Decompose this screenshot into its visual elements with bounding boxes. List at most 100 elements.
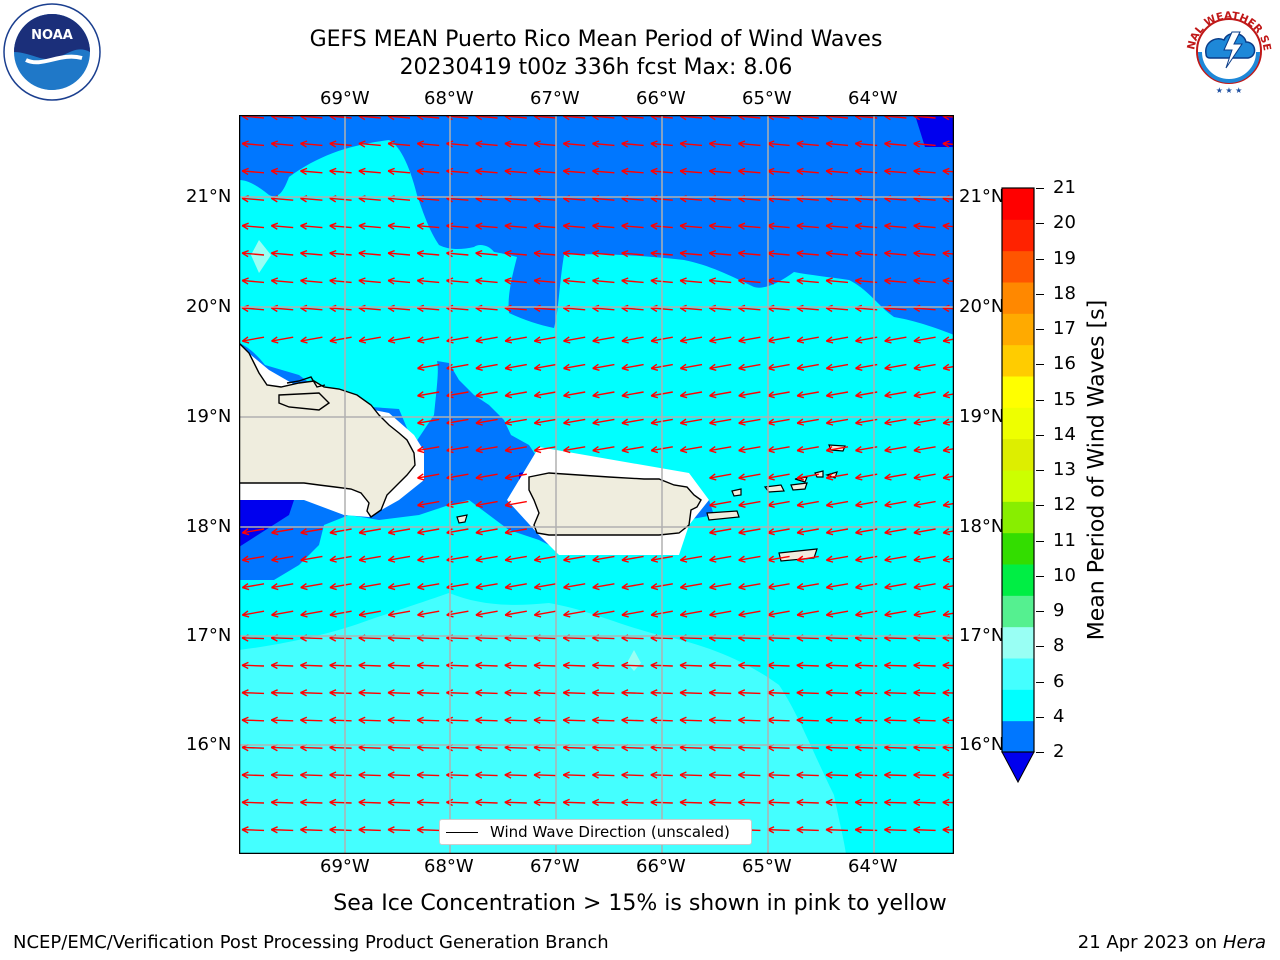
wave-arrow-head: [884, 689, 892, 697]
wave-arrow-head: [913, 716, 921, 724]
wave-arrow-head: [913, 277, 921, 285]
colorbar-tick-mark: [1036, 505, 1044, 507]
wave-arrow: [767, 555, 790, 561]
wave-arrow: [680, 555, 703, 561]
map-panel: [238, 112, 965, 855]
wave-arrow-head: [417, 363, 425, 371]
colorbar-segment: [1002, 689, 1034, 722]
wave-arrow-head: [270, 771, 278, 779]
wave-arrow: [534, 391, 557, 397]
wave-arrow: [505, 583, 527, 589]
wave-arrow: [271, 691, 294, 695]
wave-arrow: [767, 391, 790, 397]
wave-arrow: [913, 637, 936, 640]
wave-arrow-head: [475, 689, 483, 697]
field-6-8s: [239, 593, 846, 854]
wave-arrow-head: [417, 336, 425, 344]
wave-arrow: [388, 115, 411, 119]
wave-arrow-head: [942, 473, 951, 481]
wave-arrow-head: [855, 363, 863, 371]
map-legend: Wind Wave Direction (unscaled): [439, 819, 752, 845]
wave-arrow-head: [913, 418, 921, 426]
wave-arrow-head: [563, 445, 571, 454]
wave-arrow: [563, 170, 586, 174]
wave-arrow: [358, 279, 381, 284]
wave-arrow: [300, 197, 323, 201]
wave-arrow: [300, 555, 323, 561]
wave-arrow: [592, 252, 615, 256]
wave-arrow: [738, 528, 761, 534]
wave-arrow: [300, 336, 323, 342]
colorbar-segment: [1002, 501, 1034, 534]
wave-arrow-head: [650, 716, 658, 724]
wave-arrow: [300, 664, 323, 667]
wave-arrow: [417, 446, 440, 452]
wave-arrow: [417, 828, 440, 832]
wave-arrow-head: [913, 826, 921, 834]
wave-arrow: [738, 555, 761, 561]
wave-arrow-head: [650, 336, 659, 344]
wave-arrow-head: [942, 249, 950, 258]
wave-arrow-head: [562, 689, 570, 697]
wave-arrow-head: [592, 689, 600, 697]
wave-arrow-head: [913, 771, 921, 779]
wave-arrow: [884, 555, 907, 561]
wave-arrow-head: [241, 140, 249, 148]
wave-arrow: [504, 115, 527, 119]
wave-arrow-head: [942, 582, 951, 591]
lon-label-top-69w: 69°W: [320, 88, 370, 109]
wave-arrow: [621, 170, 644, 174]
wave-arrow-head: [738, 716, 746, 724]
wave-arrow-head: [913, 555, 921, 563]
wave-arrow: [241, 774, 265, 777]
wave-arrow: [884, 391, 907, 397]
wave-arrow-head: [329, 689, 337, 697]
wave-arrow: [738, 391, 761, 397]
lon-label-bottom-66w: 66°W: [636, 856, 686, 877]
wave-arrow: [300, 583, 323, 589]
wave-arrow-head: [592, 249, 600, 258]
wave-arrow: [300, 279, 323, 284]
wave-arrow-head: [504, 610, 513, 618]
wave-arrow-head: [825, 418, 834, 426]
wave-arrow-head: [709, 473, 717, 481]
wave-arrow-head: [270, 249, 279, 258]
wave-arrow-head: [270, 661, 278, 670]
wave-arrow: [767, 446, 790, 452]
wave-arrow-head: [387, 610, 396, 618]
lon-label-top-65w: 65°W: [742, 88, 792, 109]
wave-arrow: [913, 583, 936, 589]
wave-arrow: [826, 197, 849, 201]
wave-arrow: [913, 336, 936, 342]
wave-arrow: [592, 555, 615, 561]
wave-arrow: [271, 224, 294, 229]
wave-arrow-head: [650, 140, 658, 148]
wave-arrow: [621, 336, 644, 342]
wave-arrow-head: [417, 445, 425, 454]
wave-arrow-head: [708, 716, 716, 724]
wave-arrow: [475, 224, 498, 229]
wave-arrow-head: [796, 418, 805, 426]
wave-arrow: [913, 664, 936, 667]
wave-arrow-head: [475, 167, 483, 176]
colorbar-tick-mark: [1036, 223, 1044, 225]
wave-arrow-head: [592, 798, 600, 807]
wave-arrow-head: [270, 826, 278, 834]
wave-arrow-head: [475, 716, 483, 724]
wave-arrow-head: [592, 336, 600, 344]
wave-arrow: [913, 307, 936, 311]
wave-arrow: [679, 637, 703, 640]
wave-arrow: [738, 170, 761, 174]
wave-arrow-head: [825, 555, 834, 563]
wave-arrow-head: [738, 798, 746, 807]
wave-arrow-head: [387, 167, 395, 176]
wave-arrow-head: [271, 528, 279, 536]
wave-arrow-head: [300, 689, 308, 697]
wave-arrow-head: [592, 391, 600, 399]
wave-arrow: [358, 115, 381, 119]
wave-arrow-head: [358, 610, 367, 618]
legend-line-swatch: [446, 832, 478, 833]
wave-arrow: [534, 363, 557, 370]
wave-arrow: [388, 279, 411, 284]
wave-arrow: [417, 555, 440, 561]
